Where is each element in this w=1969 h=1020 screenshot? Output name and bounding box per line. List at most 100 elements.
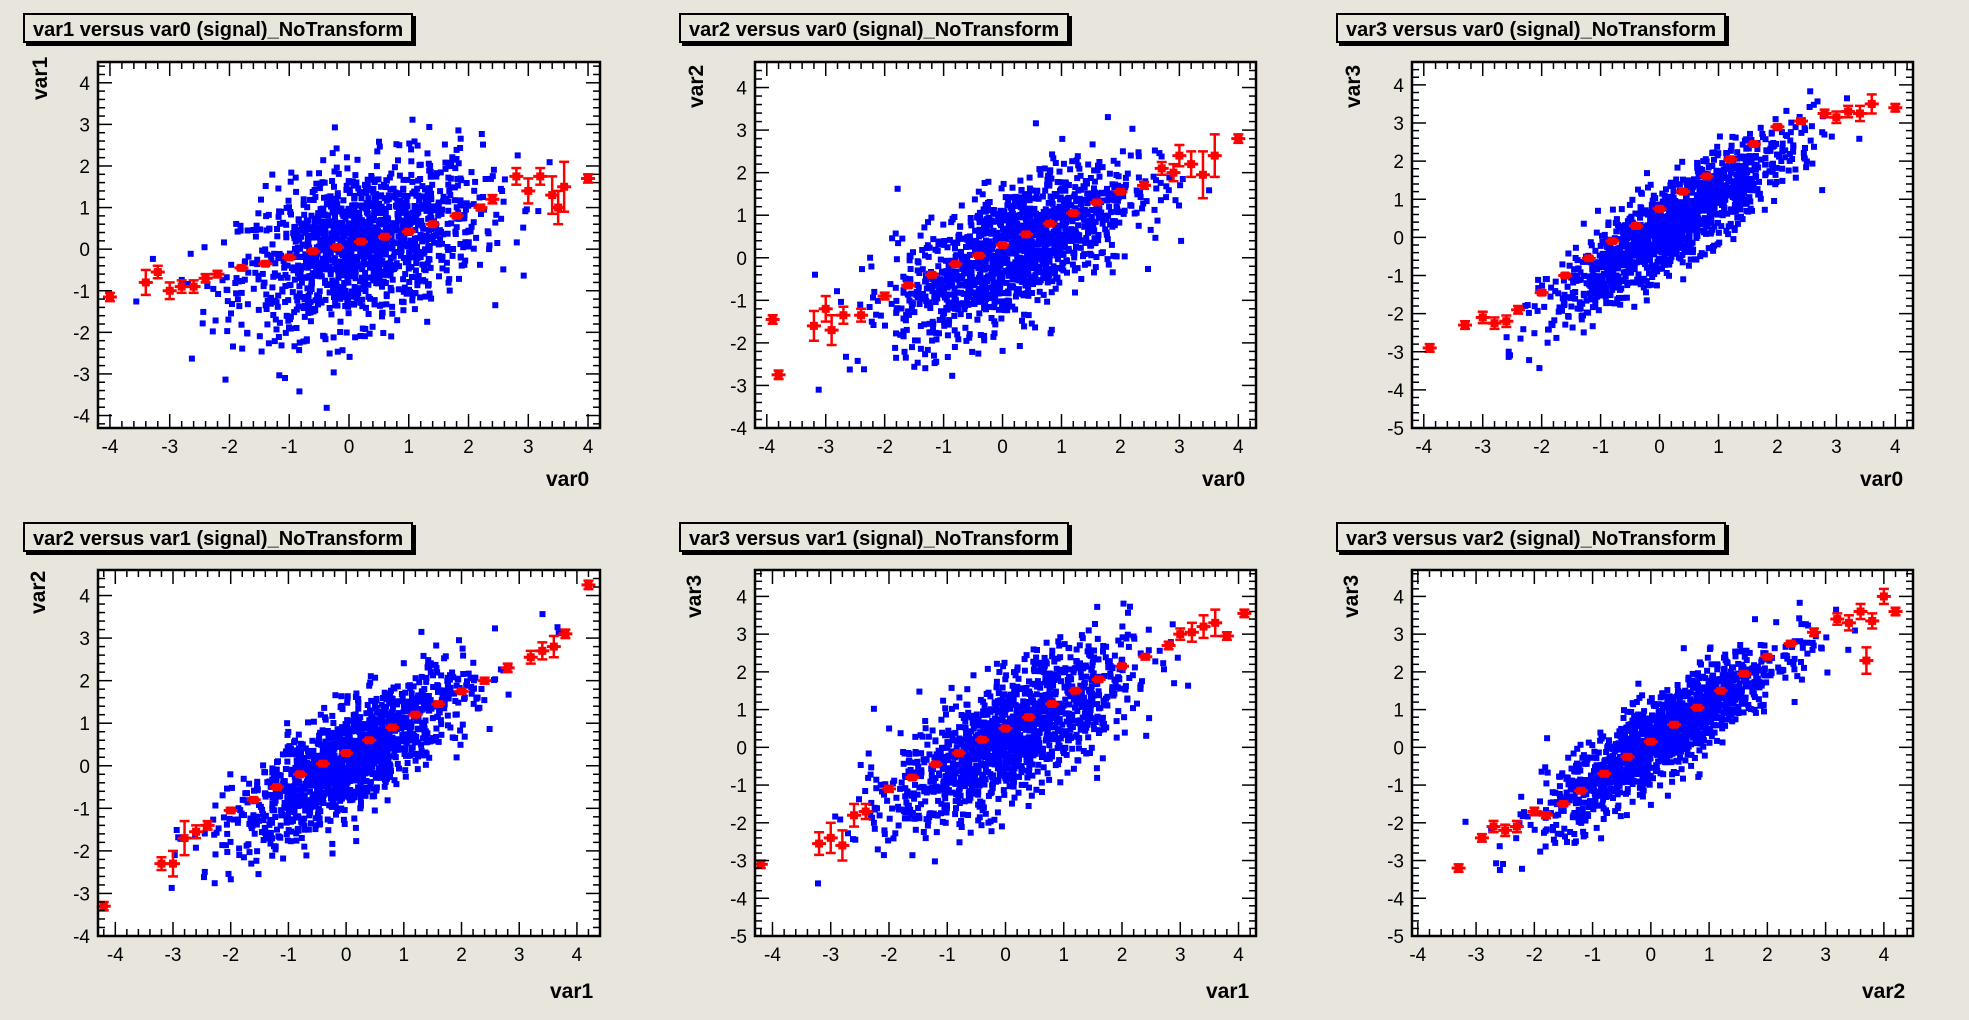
scatter-point	[1007, 194, 1014, 201]
scatter-point	[1163, 194, 1170, 201]
scatter-point	[259, 270, 266, 277]
scatter-point	[372, 224, 379, 231]
scatter-point	[1819, 187, 1826, 194]
scatter-point	[1618, 206, 1625, 213]
scatter-point	[1553, 334, 1560, 341]
scatter-point	[234, 296, 241, 303]
scatter-point	[1004, 288, 1011, 295]
scatter-point	[1779, 140, 1786, 147]
scatter-point	[304, 221, 311, 228]
scatter-point	[1588, 280, 1595, 287]
scatter-point	[1615, 280, 1622, 286]
scatter-point	[1646, 252, 1652, 259]
scatter-point	[345, 310, 352, 317]
scatter-point	[345, 230, 352, 236]
scatter-point	[1565, 250, 1572, 257]
scatter-point	[1097, 212, 1104, 219]
scatter-point	[304, 285, 311, 292]
profile-point	[1608, 237, 1617, 246]
scatter-point	[430, 203, 437, 210]
scatter-point	[269, 171, 276, 178]
x-tick-label: 1	[1056, 437, 1067, 458]
scatter-point	[306, 253, 313, 260]
scatter-point	[1017, 214, 1024, 221]
scatter-point	[1058, 186, 1064, 193]
scatter-point	[1087, 175, 1094, 181]
scatter-point	[270, 273, 277, 280]
scatter-point	[1016, 343, 1023, 349]
scatter-point	[887, 281, 894, 288]
scatter-point	[330, 334, 337, 341]
scatter-point	[1650, 192, 1657, 199]
scatter-point	[1065, 182, 1072, 188]
scatter-point	[1545, 326, 1552, 333]
scatter-point	[470, 219, 477, 226]
scatter-point	[925, 219, 931, 226]
scatter-point	[1670, 181, 1677, 188]
scatter-point	[389, 227, 396, 234]
scatter-point	[341, 232, 348, 239]
scatter-point	[379, 283, 386, 289]
scatter-point	[1026, 192, 1033, 198]
scatter-point	[1062, 187, 1069, 194]
scatter-point	[1801, 125, 1808, 132]
scatter-point	[1592, 301, 1599, 308]
scatter-point	[1828, 133, 1835, 140]
scatter-point	[440, 231, 447, 238]
scatter-point	[241, 276, 248, 283]
scatter-point	[982, 250, 989, 257]
scatter-point	[933, 289, 940, 296]
scatter-point	[237, 227, 244, 234]
scatter-point	[322, 262, 329, 269]
scatter-point	[223, 274, 230, 281]
scatter-point	[408, 158, 415, 165]
scatter-point	[1744, 169, 1751, 176]
scatter-point	[1807, 137, 1814, 144]
scatter-point	[995, 306, 1002, 313]
scatter-point	[1095, 232, 1102, 238]
scatter-point	[304, 240, 311, 247]
scatter-point	[445, 174, 452, 181]
scatter-point	[446, 187, 453, 194]
scatter-point	[1756, 178, 1762, 185]
scatter-point	[1670, 195, 1677, 202]
scatter-point	[320, 206, 327, 213]
scatter-point	[442, 159, 449, 166]
scatter-point	[1660, 215, 1667, 222]
scatter-point	[1663, 186, 1669, 193]
scatter-point	[332, 214, 338, 221]
scatter-point	[373, 202, 380, 209]
scatter-point	[1607, 300, 1614, 306]
scatter-point	[307, 260, 314, 267]
x-tick-label: -1	[281, 437, 298, 458]
scatter-point	[1601, 231, 1608, 238]
scatter-point	[389, 245, 396, 252]
scatter-point	[991, 252, 998, 259]
scatter-point	[1645, 184, 1651, 191]
scatter-point	[385, 244, 392, 251]
scatter-point	[1603, 284, 1610, 291]
scatter-point	[1021, 243, 1028, 250]
scatter-point	[923, 298, 930, 304]
scatter-point	[977, 272, 984, 279]
scatter-point	[1067, 232, 1074, 239]
scatter-point	[300, 196, 307, 203]
scatter-point	[1032, 120, 1039, 127]
scatter-point	[1030, 255, 1037, 262]
scatter-point	[1769, 166, 1776, 172]
scatter-point	[1730, 185, 1737, 192]
scatter-point	[944, 332, 951, 339]
scatter-point	[412, 267, 419, 274]
scatter-point	[967, 215, 974, 221]
scatter-point	[313, 228, 320, 235]
scatter-point	[874, 297, 881, 304]
profile-point	[536, 172, 545, 181]
scatter-point	[1541, 303, 1548, 310]
scatter-point	[328, 230, 335, 237]
scatter-point	[961, 270, 968, 277]
scatter-point	[254, 256, 261, 263]
scatter-point	[343, 186, 350, 193]
scatter-point	[1762, 136, 1769, 143]
profile-point	[821, 304, 830, 313]
scatter-point	[1153, 185, 1160, 192]
